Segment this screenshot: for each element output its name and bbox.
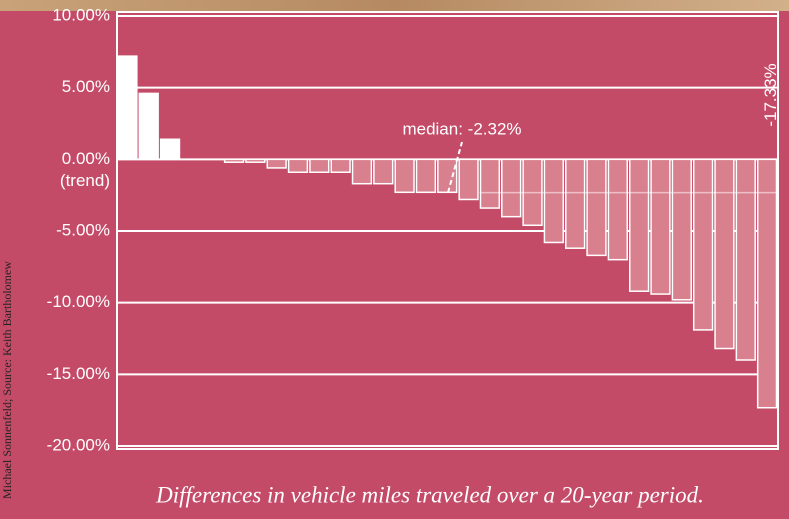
bar: [415, 158, 437, 194]
bar: [309, 158, 330, 173]
bar: [692, 158, 714, 331]
bar: [159, 138, 181, 161]
bar: [607, 158, 628, 261]
y-tick-label: 10.00%: [52, 5, 110, 24]
y-tick-label: -5.00%: [56, 220, 110, 239]
bar: [245, 158, 266, 163]
bar: [543, 158, 565, 244]
median-label: median: -2.32%: [402, 119, 521, 138]
bar: [223, 158, 245, 163]
bar: [437, 158, 458, 194]
photo-strip: [0, 0, 789, 11]
bar: [351, 158, 373, 185]
bar: [756, 158, 778, 409]
y-tick-label: 5.00%: [62, 77, 110, 96]
bar: [330, 158, 351, 173]
bar: [628, 158, 650, 292]
bar: [735, 158, 756, 361]
y-tick-label: -20.00%: [47, 435, 110, 454]
bar: [479, 158, 501, 209]
zero-note: (trend): [60, 171, 110, 190]
bar: [586, 158, 607, 257]
bar: [714, 158, 735, 350]
credit: Michael Sonnenfeld; Source: Keith Bartho…: [0, 261, 14, 499]
y-tick-label: -15.00%: [47, 364, 110, 383]
bar: [373, 158, 394, 185]
bar: [565, 158, 586, 249]
bar: [650, 158, 671, 295]
bar: [458, 158, 479, 201]
caption: Differences in vehicle miles traveled ov…: [155, 482, 704, 507]
bar: [671, 158, 692, 301]
bar: [266, 158, 287, 169]
bar: [394, 158, 415, 194]
value-label: -17.33%: [761, 63, 780, 126]
bar: [501, 158, 522, 218]
bar: [287, 158, 309, 173]
bar: [117, 55, 138, 161]
y-tick-label: -10.00%: [47, 292, 110, 311]
bar: [138, 92, 159, 161]
median-pointer: [447, 141, 463, 193]
y-tick-label: 0.00%: [62, 149, 110, 168]
